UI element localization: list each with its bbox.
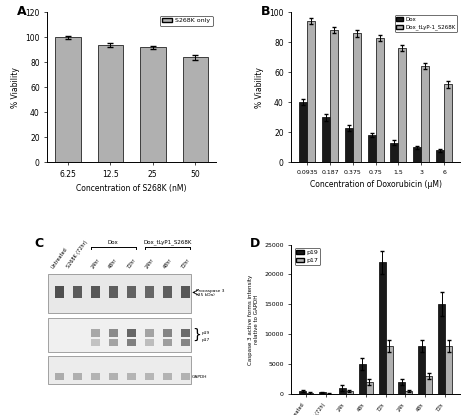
Bar	[419, 347, 425, 394]
Bar	[391, 143, 399, 162]
Bar	[299, 391, 306, 394]
Legend: Dox, Dox_tLyP-1_S268K: Dox, Dox_tLyP-1_S268K	[394, 15, 457, 32]
Legend: p19, p17: p19, p17	[294, 248, 320, 265]
Bar	[163, 339, 172, 347]
Y-axis label: Caspase 3 active forms intensity
relative to GAPDH: Caspase 3 active forms intensity relativ…	[248, 274, 259, 364]
Text: 48hr: 48hr	[162, 257, 173, 269]
Bar	[163, 286, 172, 298]
Bar	[55, 37, 81, 162]
Bar	[91, 329, 100, 337]
Bar	[91, 286, 100, 298]
Bar	[299, 102, 307, 162]
Bar	[307, 22, 315, 162]
Bar	[421, 66, 429, 162]
Bar	[73, 286, 82, 298]
Bar	[330, 30, 338, 162]
Bar	[375, 38, 383, 162]
Text: B: B	[261, 5, 271, 18]
Bar	[436, 150, 444, 162]
Text: A: A	[17, 5, 27, 18]
Bar	[127, 373, 136, 380]
Text: 72hr: 72hr	[180, 257, 191, 269]
Bar	[379, 263, 385, 394]
Bar	[438, 305, 445, 394]
Bar	[55, 373, 64, 380]
Text: }: }	[192, 328, 201, 342]
Text: 48hr: 48hr	[108, 257, 118, 269]
Bar	[181, 339, 190, 347]
Bar	[359, 364, 365, 394]
Bar	[319, 393, 326, 394]
Text: S268K (72hr): S268K (72hr)	[66, 240, 89, 269]
Bar	[339, 388, 346, 394]
Bar	[91, 339, 100, 347]
Bar	[444, 84, 452, 162]
Bar	[322, 117, 330, 162]
Bar	[365, 382, 373, 394]
X-axis label: Concentration of Doxorubicin (μM): Concentration of Doxorubicin (μM)	[310, 181, 442, 189]
Bar	[405, 391, 412, 394]
Bar	[48, 356, 191, 384]
Bar	[399, 382, 405, 394]
Text: 72hr: 72hr	[126, 257, 137, 269]
Bar	[109, 373, 118, 380]
Bar	[145, 329, 154, 337]
Bar	[140, 47, 165, 162]
Bar	[109, 286, 118, 298]
Bar	[353, 34, 361, 162]
Bar	[73, 373, 82, 380]
Bar	[163, 329, 172, 337]
Bar	[98, 45, 123, 162]
Bar	[127, 329, 136, 337]
Y-axis label: % Viability: % Viability	[255, 67, 264, 108]
Text: D: D	[249, 237, 260, 250]
Bar	[181, 373, 190, 380]
Text: C: C	[34, 237, 43, 250]
Bar	[145, 373, 154, 380]
Legend: S268K only: S268K only	[160, 16, 213, 26]
Bar	[345, 128, 353, 162]
Bar	[48, 274, 191, 313]
Text: p19: p19	[201, 331, 210, 335]
Bar	[127, 339, 136, 347]
Bar	[145, 339, 154, 347]
Bar	[413, 147, 421, 162]
Bar	[127, 286, 136, 298]
Bar	[445, 347, 452, 394]
Bar	[368, 135, 375, 162]
Bar	[306, 393, 313, 394]
Bar	[346, 391, 353, 394]
Text: Untreated: Untreated	[50, 246, 68, 269]
X-axis label: Concentration of S268K (nM): Concentration of S268K (nM)	[76, 184, 187, 193]
Bar	[399, 49, 406, 162]
Bar	[163, 373, 172, 380]
Bar	[55, 286, 64, 298]
Bar	[425, 376, 432, 394]
Bar	[181, 329, 190, 337]
Bar	[385, 347, 392, 394]
Text: 24hr: 24hr	[144, 257, 155, 269]
Text: Dox: Dox	[108, 239, 118, 244]
Bar	[182, 57, 208, 162]
Text: 24hr: 24hr	[90, 257, 100, 269]
Bar	[181, 286, 190, 298]
Text: Procaspase 3
(35 kDa): Procaspase 3 (35 kDa)	[195, 289, 224, 298]
Text: Dox_tLyP1_S268K: Dox_tLyP1_S268K	[143, 239, 191, 244]
Text: GAPDH: GAPDH	[192, 375, 208, 378]
Text: p17: p17	[201, 338, 210, 342]
Bar	[109, 329, 118, 337]
Y-axis label: % Viability: % Viability	[11, 67, 20, 108]
Bar	[91, 373, 100, 380]
Bar	[48, 318, 191, 352]
Bar	[109, 339, 118, 347]
Bar	[145, 286, 154, 298]
